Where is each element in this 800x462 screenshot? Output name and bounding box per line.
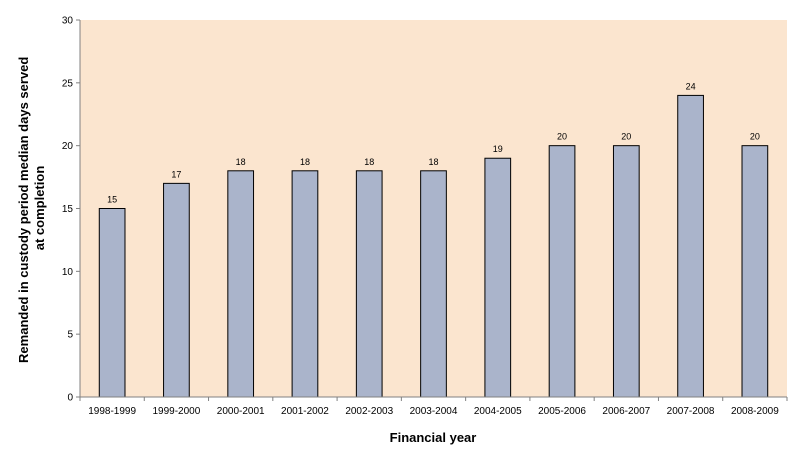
y-tick-label: 5 (67, 330, 73, 341)
bar-value-label: 17 (171, 169, 181, 179)
x-tick-label: 2000-2001 (217, 406, 265, 417)
y-axis: 0 5 10 15 20 25 30 (62, 16, 80, 404)
bar (227, 170, 255, 398)
bar (484, 157, 512, 398)
y-tick-label: 15 (62, 204, 74, 215)
bar-value-label: 20 (750, 132, 760, 142)
y-tick-label: 25 (62, 78, 74, 89)
bar-value-label: 18 (364, 157, 374, 167)
y-axis-title-line-2: at completion (32, 166, 47, 251)
bar-value-label: 19 (493, 144, 503, 154)
y-tick-label: 10 (62, 267, 74, 278)
x-tick-label: 1999-2000 (152, 406, 200, 417)
x-tick-label: 1998-1999 (88, 406, 136, 417)
x-axis-title: Financial year (390, 430, 477, 445)
bar (355, 170, 383, 398)
data-labels: 15 17 18 18 18 18 19 20 20 24 20 (107, 81, 760, 204)
bar-value-label: 20 (621, 132, 631, 142)
bar-value-label: 18 (236, 157, 246, 167)
bar (163, 182, 190, 398)
bar (741, 145, 769, 398)
bar (548, 145, 576, 398)
y-tick-label: 0 (67, 393, 73, 404)
bar-value-label: 18 (428, 157, 438, 167)
x-tick-label: 2005-2006 (538, 406, 586, 417)
bar-value-label: 18 (300, 157, 310, 167)
bar (420, 170, 447, 398)
bar-value-label: 20 (557, 132, 567, 142)
bar (98, 208, 126, 398)
bar-series (98, 94, 769, 398)
x-tick-label: 2006-2007 (602, 406, 650, 417)
y-tick-label: 20 (62, 141, 74, 152)
x-tick-label: 2002-2003 (345, 406, 393, 417)
x-tick-label: 2003-2004 (410, 406, 458, 417)
x-tick-label: 2007-2008 (667, 406, 715, 417)
bar-value-label: 24 (686, 81, 696, 91)
bar (677, 94, 704, 398)
y-axis-title-line-1: Remanded in custody period median days s… (16, 57, 31, 363)
x-axis: 1998-1999 1999-2000 2000-2001 2001-2002 2002… (79, 397, 788, 417)
bar (612, 145, 640, 398)
y-axis-title: Remanded in custody period median days s… (16, 53, 47, 363)
x-tick-label: 2004-2005 (474, 406, 522, 417)
bar-value-label: 15 (107, 195, 117, 205)
y-tick-label: 30 (62, 16, 74, 27)
bar (291, 170, 319, 398)
x-tick-label: 2001-2002 (281, 406, 329, 417)
x-tick-label: 2008-2009 (731, 406, 779, 417)
